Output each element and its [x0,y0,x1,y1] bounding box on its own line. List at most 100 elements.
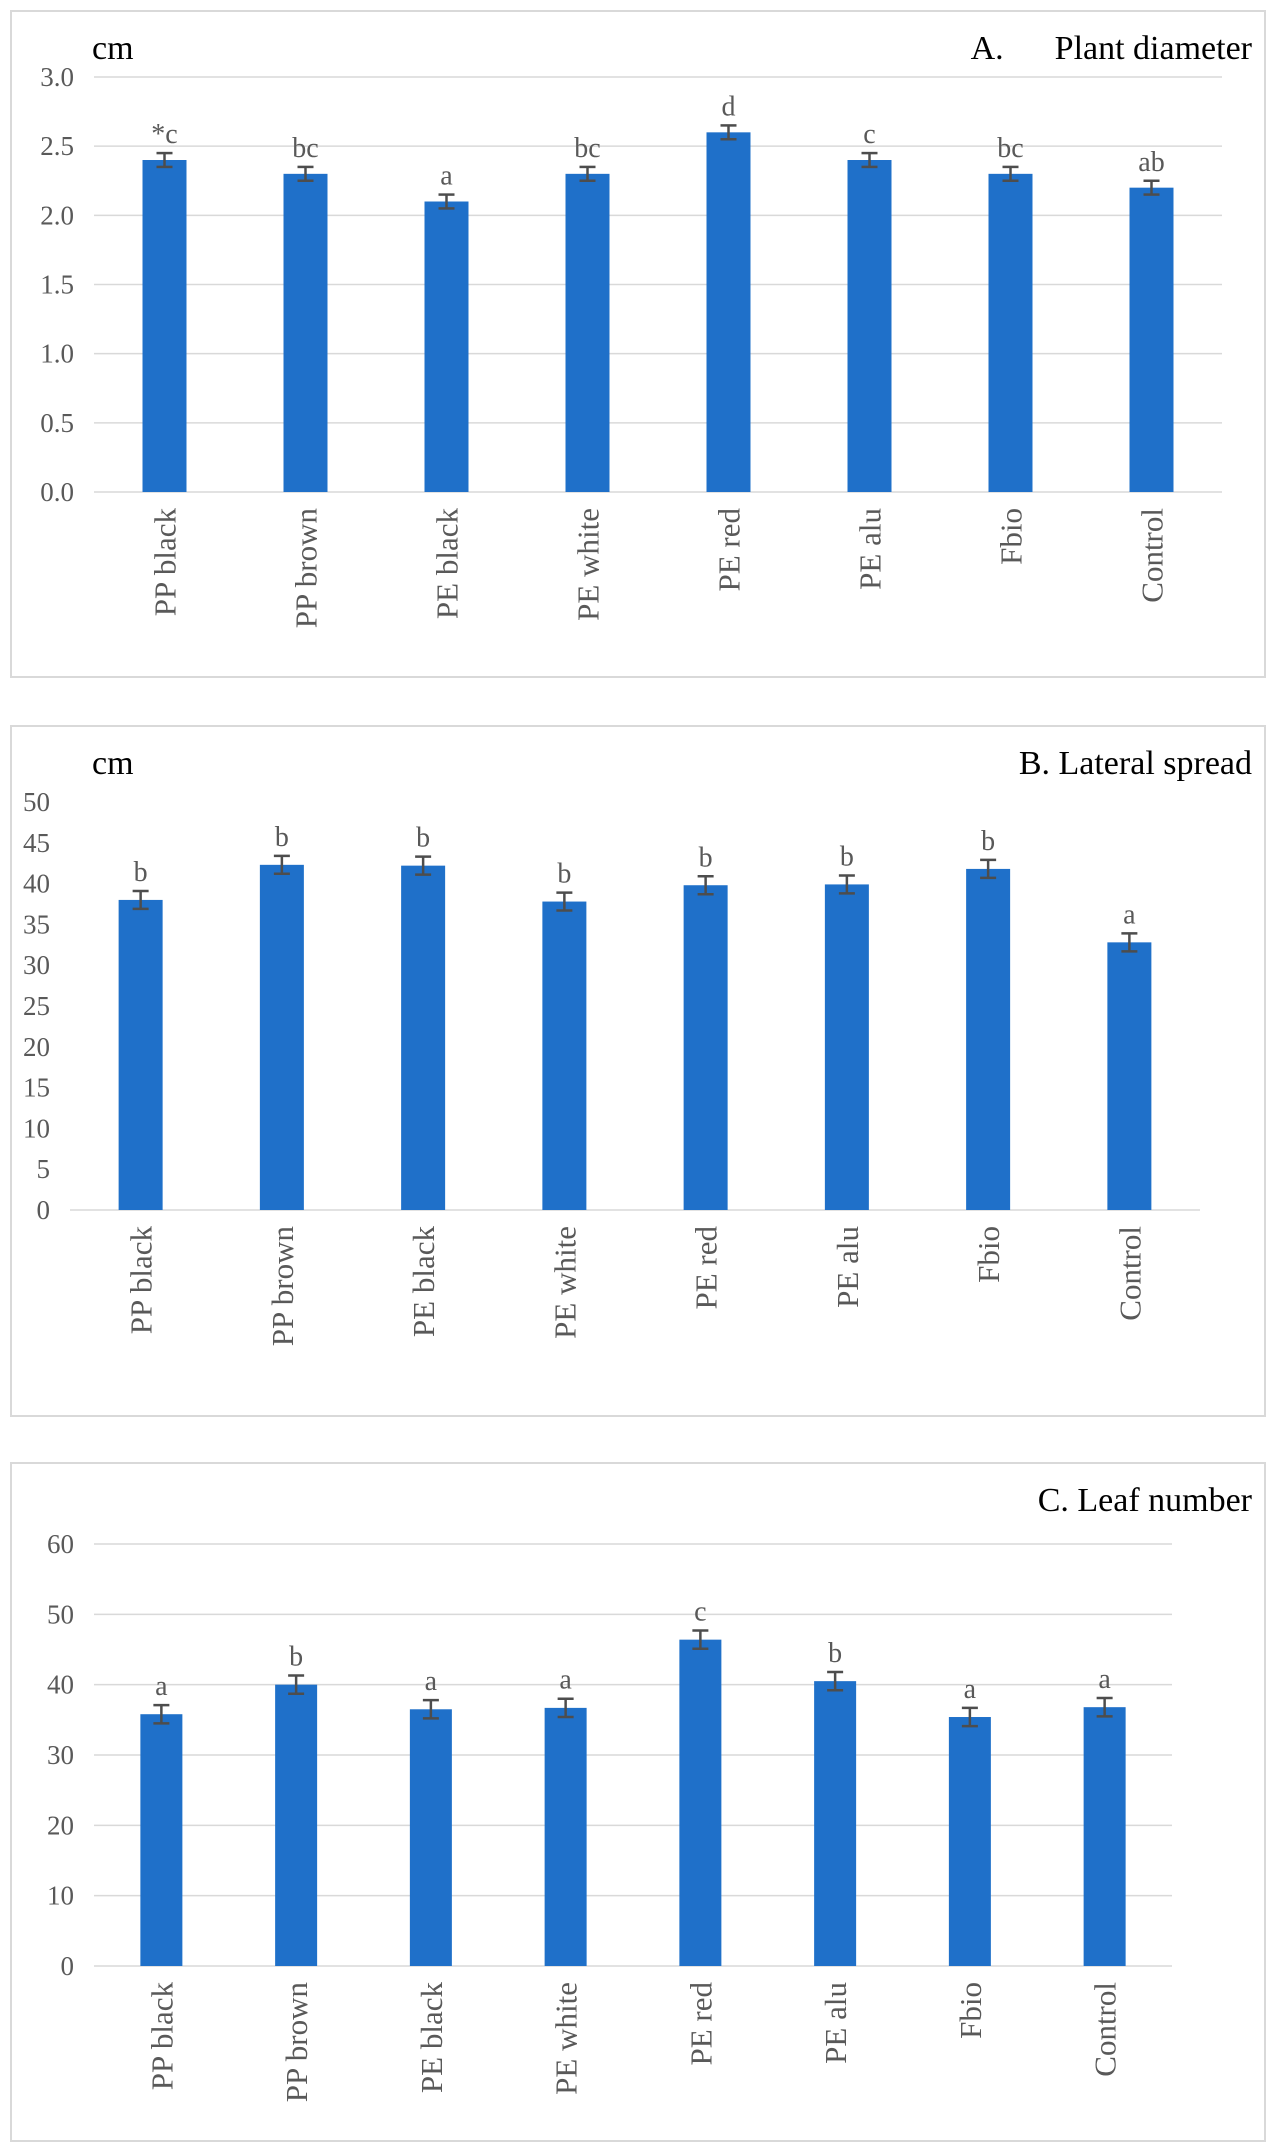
y-tick-label: 40 [23,869,50,899]
y-tick-label: 20 [23,1032,50,1062]
bar [683,885,728,1210]
y-unit-label: cm [92,745,134,782]
category-label: PE red [712,508,747,592]
bar [966,868,1011,1210]
significance-letter: c [863,119,875,150]
category-label: Fbio [953,1982,988,2039]
category-label: PP brown [289,508,324,629]
category-label: PE alu [830,1226,865,1308]
significance-letter: b [828,1638,842,1669]
significance-letter: a [1098,1664,1111,1695]
category-label: PE red [683,1982,718,2066]
significance-letter: a [559,1665,572,1696]
significance-letter: bc [997,133,1023,164]
category-label: PP black [148,508,183,617]
y-tick-label: 10 [23,1113,50,1143]
y-tick-label: 2.0 [40,200,74,230]
y-tick-label: 25 [23,991,50,1021]
y-tick-label: 50 [23,787,50,817]
bar [988,173,1033,493]
category-label: Control [1135,508,1170,603]
category-label: PE white [549,1982,584,2095]
significance-letter: bc [574,133,600,164]
category-label: PP brown [265,1226,300,1347]
y-tick-label: 15 [23,1073,50,1103]
category-label: PE black [430,508,465,620]
category-label: Control [1112,1226,1147,1321]
significance-letter: b [275,822,289,853]
category-label: PE red [689,1226,724,1310]
significance-letter: c [694,1597,706,1628]
bar [1107,942,1152,1210]
y-tick-label: 3.0 [40,62,74,92]
bar [142,160,187,492]
y-tick-label: 2.5 [40,131,74,161]
significance-letter: b [134,857,148,888]
y-unit-label: cm [92,30,134,67]
y-tick-label: 1.0 [40,339,74,369]
chart-title: B. Lateral spread [1018,745,1252,782]
y-tick-label: 40 [47,1670,74,1700]
category-label: PP black [144,1982,179,2091]
category-label: PE white [571,508,606,621]
significance-letter: a [425,1666,438,1697]
y-tick-label: 0.0 [40,477,74,507]
y-tick-label: 20 [47,1810,74,1840]
bar [1083,1707,1126,1966]
category-label: PE alu [818,1982,853,2064]
bar [275,1684,318,1966]
y-tick-label: 50 [47,1599,74,1629]
bar [706,132,751,492]
category-label: PP black [124,1226,159,1335]
significance-letter: b [416,823,430,854]
category-label: Fbio [971,1226,1006,1283]
y-tick-label: 0 [61,1951,75,1981]
significance-letter: d [722,91,736,122]
y-tick-label: 1.5 [40,270,74,300]
significance-letter: bc [292,133,318,164]
category-label: PE black [414,1982,449,2094]
bar [118,899,163,1210]
y-tick-label: 35 [23,909,50,939]
bar [283,173,328,493]
bar [824,884,869,1210]
y-tick-label: 0.5 [40,408,74,438]
y-tick-label: 45 [23,828,50,858]
bar [401,865,446,1210]
y-tick-label: 10 [47,1881,74,1911]
y-tick-label: 60 [47,1529,74,1559]
chart-leaf-number: 0 10 20 30 40 50 60 a PP black b PP brown a PE black… [47,1529,1172,2103]
category-label: Fbio [994,508,1029,565]
significance-letter: a [1123,899,1136,930]
category-label: Control [1088,1982,1123,2077]
significance-letter: a [964,1674,977,1705]
chart-title: C. Leaf number [1037,1482,1252,1519]
significance-letter: b [557,859,571,890]
bar [542,901,587,1210]
y-tick-label: 5 [37,1154,51,1184]
chart-title: A. Plant diameter [970,30,1252,67]
bar [847,160,892,492]
bar [814,1681,857,1966]
category-label: PE alu [853,508,888,590]
bar [565,173,610,493]
bar [1129,187,1174,492]
significance-letter: a [440,161,453,192]
chart-panel-lateral-spread: 0 5 10 15 20 25 30 35 40 45 50 b PP black b PP brown b P… [10,725,1266,1417]
chart-panel-leaf-number: 0 10 20 30 40 50 60 a PP black b PP brown a PE black… [10,1462,1266,2142]
bar [259,864,304,1210]
bar [679,1639,722,1966]
y-tick-label: 30 [23,950,50,980]
bar [948,1717,991,1966]
bar [140,1714,183,1966]
bar [424,201,469,492]
chart-lateral-spread: 0 5 10 15 20 25 30 35 40 45 50 b PP black b PP brown b P… [23,787,1200,1347]
chart-plant-diameter: 0.0 0.5 1.0 1.5 2.0 2.5 3.0 *c PP black bc PP brow… [40,62,1222,629]
significance-letter: b [981,826,995,857]
bar [409,1709,452,1966]
category-label: PP brown [279,1982,314,2103]
significance-letter: ab [1138,147,1164,178]
category-label: PE white [547,1226,582,1339]
y-tick-label: 0 [37,1195,51,1225]
y-tick-label: 30 [47,1740,74,1770]
